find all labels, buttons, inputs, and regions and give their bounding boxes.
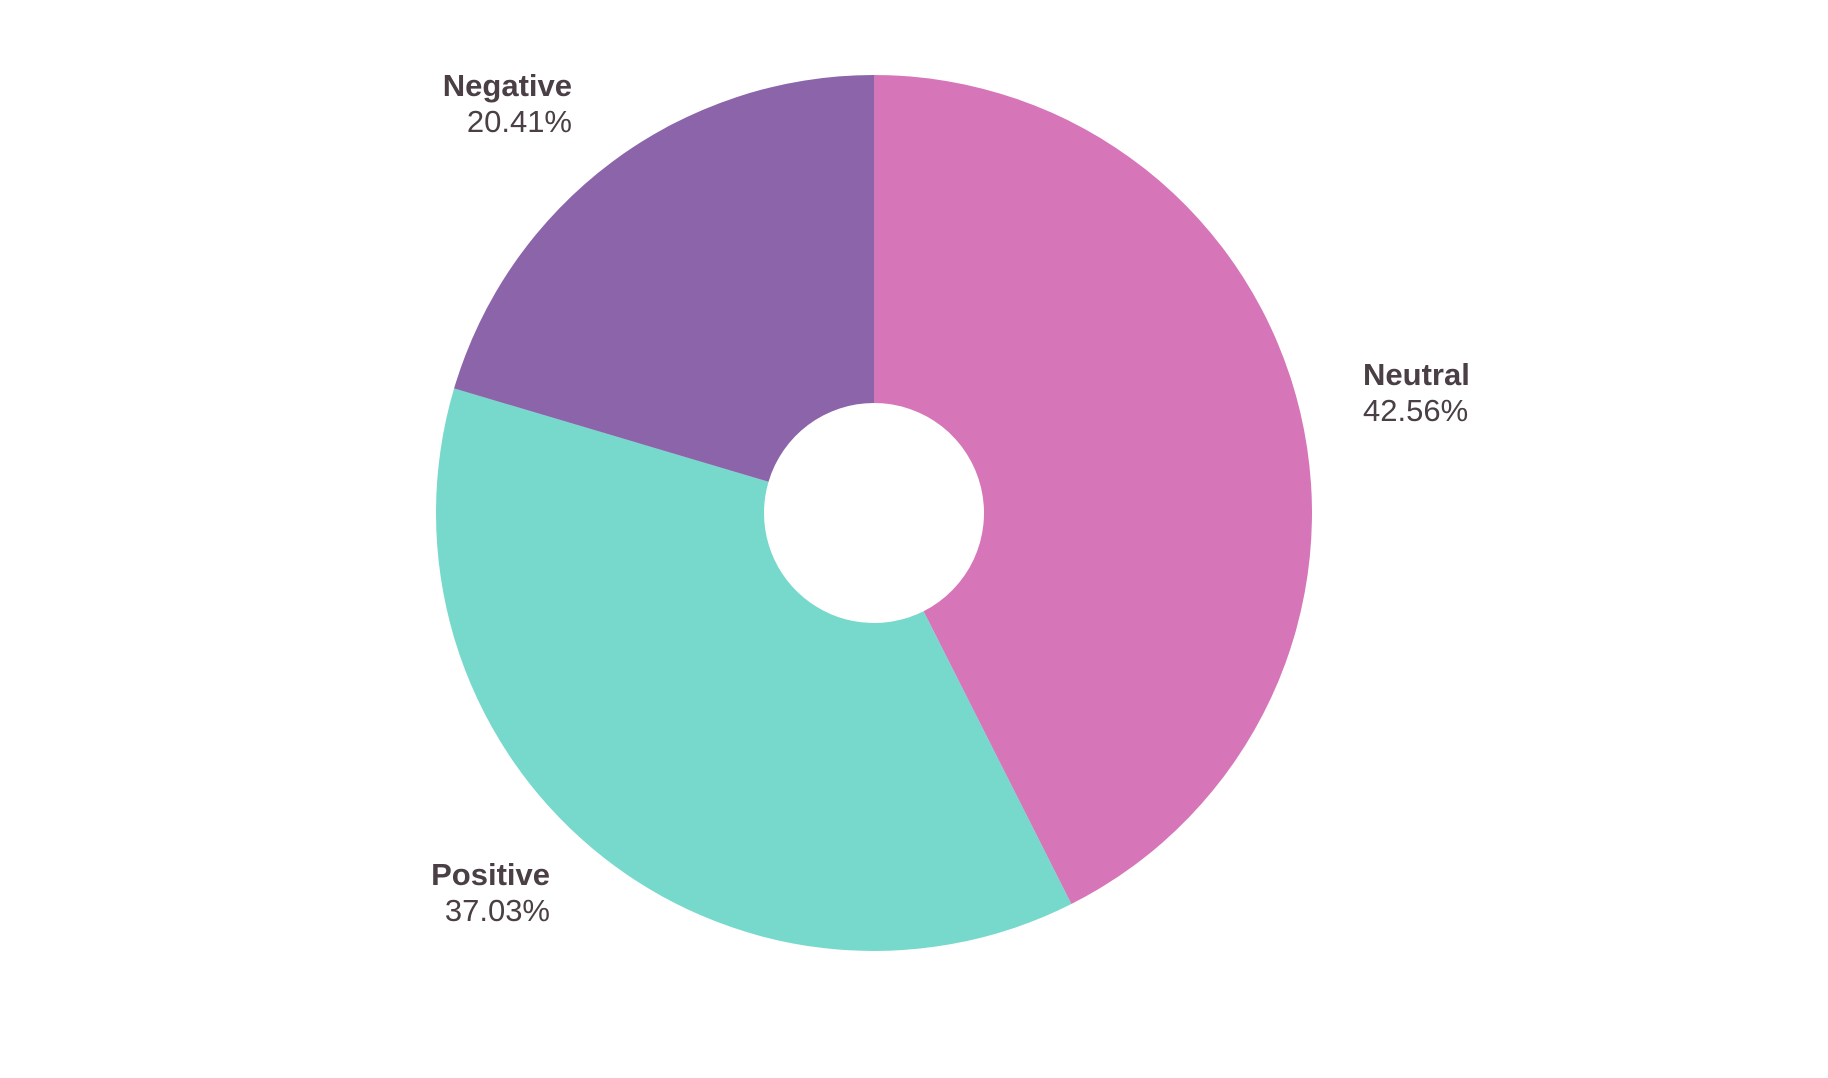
slice-label-neutral: Neutral xyxy=(1363,357,1470,392)
slice-negative[interactable] xyxy=(454,75,874,482)
slices-group xyxy=(436,75,1312,951)
slice-positive[interactable] xyxy=(436,388,1072,951)
slice-value-positive: 37.03% xyxy=(445,893,550,928)
slice-value-negative: 20.41% xyxy=(467,104,572,139)
slice-label-negative: Negative xyxy=(443,68,572,103)
slice-label-positive: Positive xyxy=(431,857,550,892)
slice-value-neutral: 42.56% xyxy=(1363,393,1468,428)
slice-neutral[interactable] xyxy=(874,75,1312,905)
